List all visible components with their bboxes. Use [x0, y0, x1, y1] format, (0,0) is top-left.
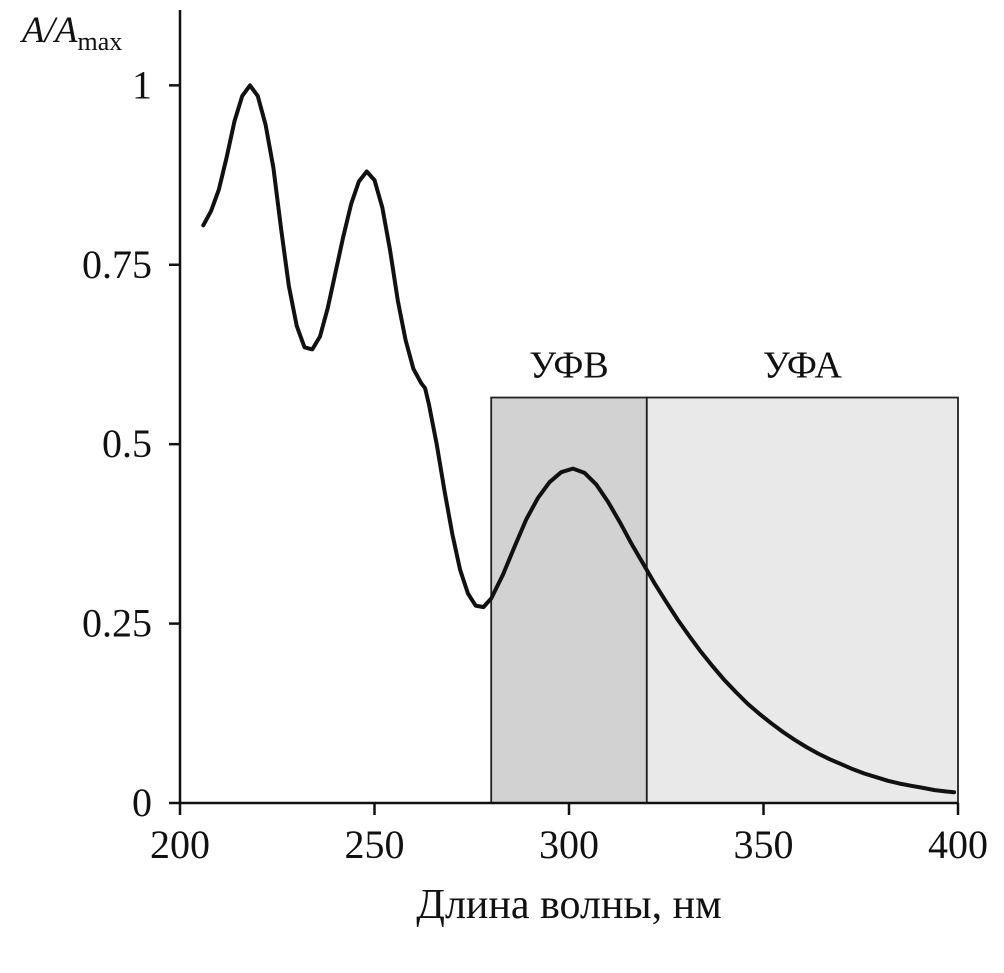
x-tick-label: 250 [345, 822, 405, 867]
region-label: УФВ [529, 345, 608, 387]
y-axis-label: A/Amax [19, 10, 122, 56]
x-tick-label: 200 [150, 822, 210, 867]
x-tick-label: 400 [928, 822, 988, 867]
y-tick-label: 0.5 [102, 421, 152, 466]
y-tick-label: 0.25 [82, 601, 152, 646]
y-tick-label: 1 [132, 62, 152, 107]
y-tick-label: 0 [132, 780, 152, 825]
spectrum-curve [201, 83, 957, 795]
region-uva [645, 396, 959, 804]
x-tick-label: 300 [539, 822, 599, 867]
region-uvb [490, 396, 648, 804]
region-label: УФА [763, 345, 843, 387]
x-tick-label: 350 [734, 822, 794, 867]
y-tick-label: 0.75 [82, 242, 152, 287]
x-axis-label: Длина волны, нм [416, 882, 721, 928]
